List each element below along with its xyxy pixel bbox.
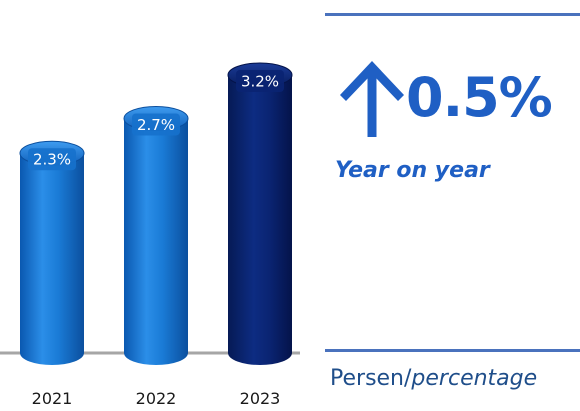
unit-label-regular: Persen/ [330,366,412,391]
data-label: 2.3% [28,148,76,171]
unit-label-italic: percentage [411,366,538,391]
yoy-caption: Year on year [335,158,490,183]
x-tick-label: 2021 [32,389,73,408]
yoy-change-value: 0.5% [406,66,553,129]
x-axis-ticks: 2021 2022 2023 [32,389,281,408]
bar [123,105,189,365]
yoy-change: 0.5% [336,52,580,144]
divider-top [325,13,580,16]
svg-text:2.3%: 2.3% [33,151,71,169]
bars-group [19,62,293,365]
bar [19,140,85,365]
bar [227,62,293,365]
unit-label: Persen/percentage [330,366,537,391]
arrow-up-icon [340,61,404,137]
labels-group: 2.3% 2.7% 3.2% [28,70,284,171]
x-tick-label: 2023 [240,389,281,408]
bar-chart: 2.3% 2.7% 3.2% 2021 2022 2023 [0,62,300,408]
x-tick-label: 2022 [136,389,177,408]
divider-bottom [325,349,580,352]
data-label: 3.2% [236,70,284,92]
svg-text:3.2%: 3.2% [241,73,279,91]
svg-text:2.7%: 2.7% [137,116,175,134]
data-label: 2.7% [132,113,180,136]
